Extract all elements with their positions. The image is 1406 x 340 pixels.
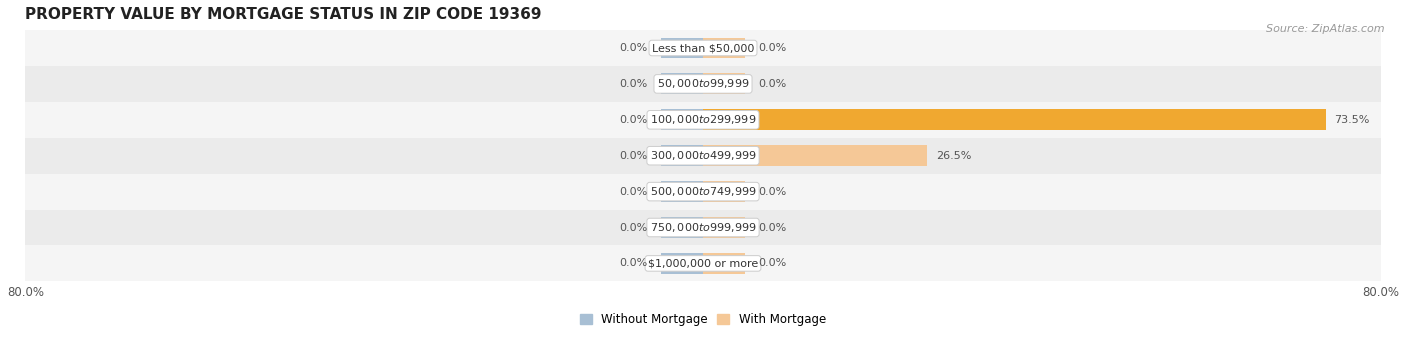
Bar <box>661 38 703 58</box>
Bar <box>703 38 745 58</box>
Text: Source: ZipAtlas.com: Source: ZipAtlas.com <box>1267 24 1385 34</box>
Text: $50,000 to $99,999: $50,000 to $99,999 <box>657 78 749 90</box>
Bar <box>25 102 1381 138</box>
Text: 0.0%: 0.0% <box>620 115 648 125</box>
Bar <box>703 253 745 274</box>
Bar <box>703 145 928 166</box>
Text: 0.0%: 0.0% <box>620 151 648 161</box>
Text: 0.0%: 0.0% <box>620 258 648 268</box>
Bar <box>703 73 745 94</box>
Legend: Without Mortgage, With Mortgage: Without Mortgage, With Mortgage <box>575 308 831 331</box>
Text: $100,000 to $299,999: $100,000 to $299,999 <box>650 113 756 126</box>
Text: $1,000,000 or more: $1,000,000 or more <box>648 258 758 268</box>
Text: 0.0%: 0.0% <box>758 79 786 89</box>
Text: $300,000 to $499,999: $300,000 to $499,999 <box>650 149 756 162</box>
Text: $500,000 to $749,999: $500,000 to $749,999 <box>650 185 756 198</box>
Text: PROPERTY VALUE BY MORTGAGE STATUS IN ZIP CODE 19369: PROPERTY VALUE BY MORTGAGE STATUS IN ZIP… <box>25 7 541 22</box>
Bar <box>661 73 703 94</box>
Text: 0.0%: 0.0% <box>620 187 648 197</box>
Bar <box>25 138 1381 174</box>
Bar <box>25 30 1381 66</box>
Bar <box>703 109 1326 130</box>
Text: 0.0%: 0.0% <box>758 222 786 233</box>
Bar <box>703 217 745 238</box>
Bar <box>661 145 703 166</box>
Text: 0.0%: 0.0% <box>758 187 786 197</box>
Bar <box>25 174 1381 209</box>
Bar <box>661 253 703 274</box>
Text: 0.0%: 0.0% <box>758 43 786 53</box>
Text: 73.5%: 73.5% <box>1334 115 1369 125</box>
Bar <box>703 181 745 202</box>
Bar <box>661 109 703 130</box>
Text: 0.0%: 0.0% <box>758 258 786 268</box>
Bar <box>25 245 1381 282</box>
Bar <box>661 217 703 238</box>
Bar <box>25 66 1381 102</box>
Text: 26.5%: 26.5% <box>936 151 972 161</box>
Text: 0.0%: 0.0% <box>620 79 648 89</box>
Text: 0.0%: 0.0% <box>620 222 648 233</box>
Text: $750,000 to $999,999: $750,000 to $999,999 <box>650 221 756 234</box>
Bar <box>25 209 1381 245</box>
Bar <box>661 181 703 202</box>
Text: Less than $50,000: Less than $50,000 <box>652 43 754 53</box>
Text: 0.0%: 0.0% <box>620 43 648 53</box>
